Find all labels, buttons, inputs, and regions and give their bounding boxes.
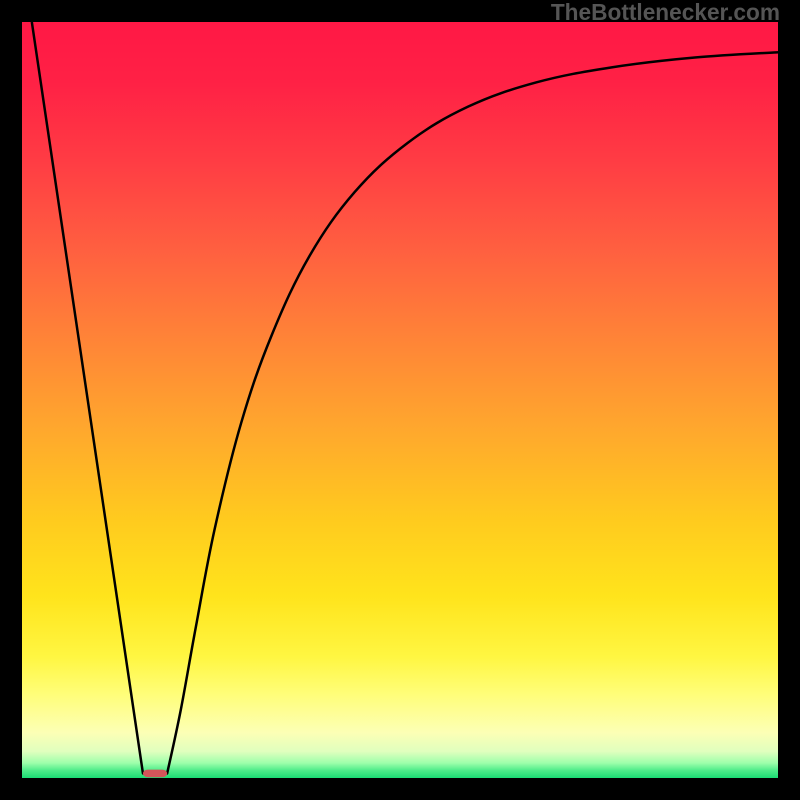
chart-root: TheBottlenecker.com [0, 0, 800, 800]
watermark-text: TheBottlenecker.com [551, 0, 780, 26]
plot-area [22, 22, 778, 778]
curve-svg [22, 22, 778, 778]
bottleneck-marker [143, 770, 167, 778]
bottleneck-curve [32, 22, 778, 773]
